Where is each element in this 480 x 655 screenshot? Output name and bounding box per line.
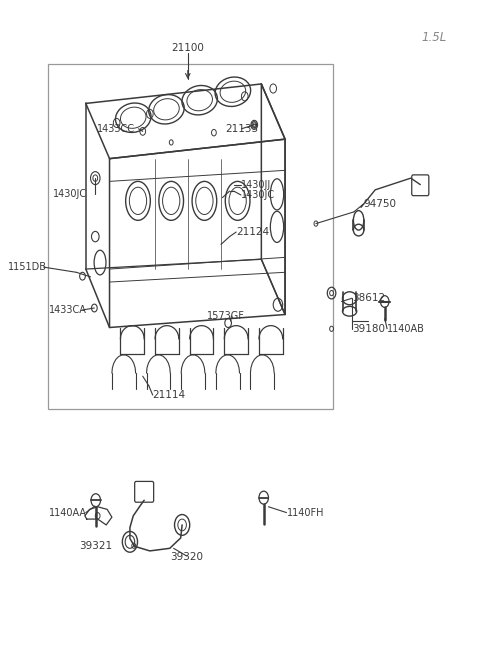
Bar bbox=[48, 64, 333, 409]
Text: 39180: 39180 bbox=[352, 324, 385, 334]
Text: 1140FH: 1140FH bbox=[287, 508, 324, 517]
Text: 39320: 39320 bbox=[170, 552, 204, 563]
Text: 21114: 21114 bbox=[153, 390, 186, 400]
Text: 1430JC: 1430JC bbox=[53, 189, 87, 198]
Text: 1151DB: 1151DB bbox=[8, 262, 47, 272]
Text: 1.5L: 1.5L bbox=[421, 31, 446, 45]
Text: 1430JJ: 1430JJ bbox=[241, 179, 271, 189]
Text: 21133: 21133 bbox=[225, 124, 258, 134]
Text: 1430JC: 1430JC bbox=[241, 190, 275, 200]
Text: 1573GF: 1573GF bbox=[207, 311, 245, 321]
Text: 1140AB: 1140AB bbox=[387, 324, 425, 334]
Text: 21100: 21100 bbox=[171, 43, 204, 53]
Text: 38612: 38612 bbox=[352, 293, 385, 303]
Text: 1140AA: 1140AA bbox=[49, 508, 87, 517]
Text: 1433CC: 1433CC bbox=[96, 124, 135, 134]
Text: 21124: 21124 bbox=[236, 227, 269, 237]
Text: 1433CA: 1433CA bbox=[49, 305, 87, 315]
Text: 39321: 39321 bbox=[79, 541, 112, 551]
Text: 94750: 94750 bbox=[363, 199, 396, 209]
